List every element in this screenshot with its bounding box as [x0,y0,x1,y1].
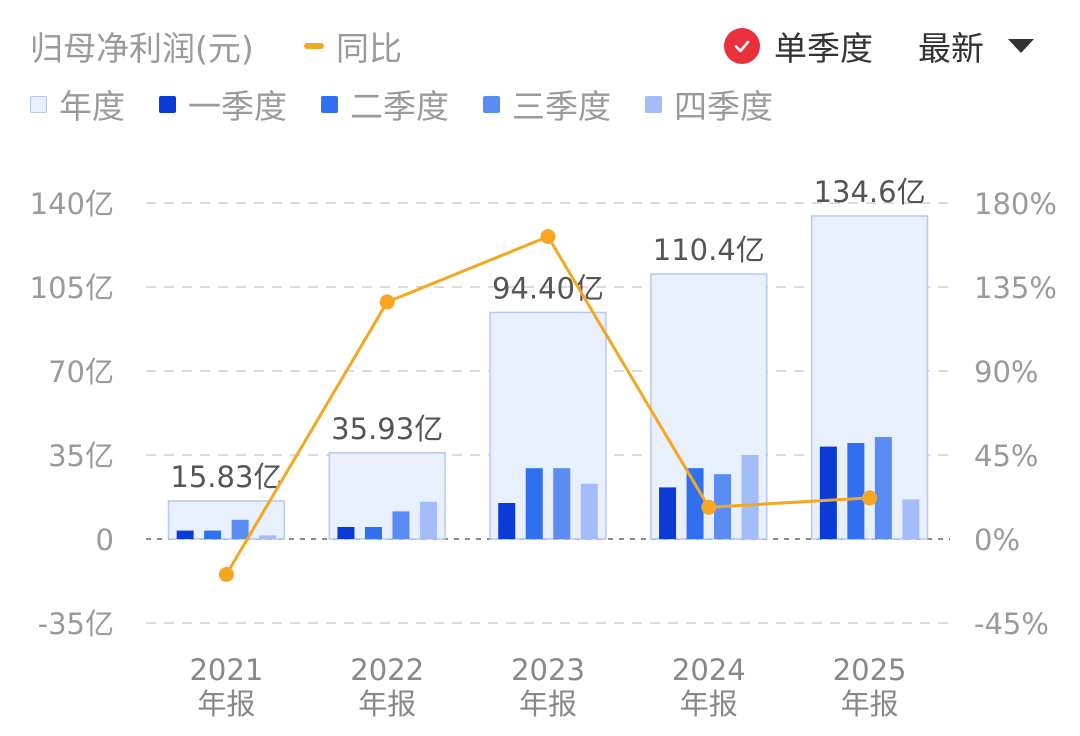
quarter-bar-q4 [419,501,437,539]
y-left-tick-label: 70亿 [48,355,114,389]
yoy-point [701,499,717,515]
quarter-bar-q3 [231,519,249,539]
legend-label-q2: 二季度 [350,87,449,126]
legend-label-q4: 四季度 [674,87,773,126]
legend-swatch-q3 [483,95,500,113]
quarter-bar-q1 [176,530,194,539]
quarter-bar-q3 [392,511,410,539]
x-tick-label: 年报 [680,687,738,721]
yoy-legend: 同比 [304,22,402,70]
y-right-tick-label: -45% [974,607,1049,641]
quarter-bar-q2 [364,527,382,539]
quarter-bar-q1 [659,487,677,539]
legend-swatch-q2 [321,95,338,113]
quarter-bar-q1 [498,503,516,539]
yoy-point [218,566,234,582]
quarter-bar-q4 [741,455,759,539]
quarter-bar-q1 [337,527,355,539]
y-right-tick-label: 135% [974,271,1057,305]
y-left-tick-label: 35亿 [48,439,114,473]
x-tick-label: 2021 [189,653,263,687]
caret-down-icon [1008,39,1034,53]
legend-item-q3[interactable]: 三季度 [483,80,611,128]
quarter-bar-q4 [580,483,598,539]
x-tick-label: 年报 [519,687,577,721]
y-right-tick-label: 45% [974,439,1038,473]
single-quarter-label: 单季度 [774,29,873,68]
y-left-tick-label: 0 [96,523,114,557]
legend-item-q2[interactable]: 二季度 [321,80,449,128]
y-right-tick-label: 90% [974,355,1038,389]
chart-title: 归母净利润(元) [30,29,254,68]
quarter-bar-q2 [525,468,543,539]
legend-label-q1: 一季度 [188,87,287,126]
quarter-bar-q2 [204,530,222,539]
x-tick-label: 年报 [197,687,255,721]
y-left-tick-label: -35亿 [38,607,114,641]
period-dropdown[interactable]: 最新 [918,22,1034,70]
annual-bar-label: 110.4亿 [653,233,765,267]
yoy-legend-marker [304,43,324,49]
yoy-point [540,229,556,245]
annual-bar-label: 15.83亿 [170,460,282,494]
yoy-point [379,294,395,310]
single-quarter-toggle[interactable]: 单季度 [724,22,873,70]
chart-header: 归母净利润(元) 同比 单季度 最新 年度 一季度 二季度 三季度 [0,0,1080,140]
y-right-tick-label: 180% [974,187,1057,221]
annual-bar-label: 35.93亿 [331,412,443,446]
quarter-bar-q1 [819,446,837,539]
y-right-tick-label: 0% [974,523,1020,557]
quarter-bar-q3 [553,468,571,539]
x-tick-label: 2023 [511,653,585,687]
legend-item-q4[interactable]: 四季度 [645,80,773,128]
period-dropdown-label: 最新 [918,29,984,68]
yoy-legend-label: 同比 [336,29,402,68]
quarter-bar-q2 [847,443,865,539]
quarter-bar-q2 [686,468,704,539]
legend-item-q1[interactable]: 一季度 [159,80,287,128]
legend-swatch-q4 [645,95,662,113]
checkmark-icon [724,28,760,64]
x-tick-label: 2025 [833,653,907,687]
legend-swatch-q1 [159,95,176,113]
series-legend: 年度 一季度 二季度 三季度 四季度 [30,80,807,128]
quarter-bar-q4 [902,499,920,539]
legend-label-q3: 三季度 [512,87,611,126]
x-tick-label: 2022 [350,653,424,687]
x-tick-label: 年报 [358,687,416,721]
annual-bar [328,452,446,540]
y-left-tick-label: 105亿 [30,271,114,305]
x-tick-label: 2024 [672,653,746,687]
legend-item-annual[interactable]: 年度 [30,80,125,128]
quarter-bar-q3 [874,437,892,539]
legend-label-annual: 年度 [59,87,125,126]
x-tick-label: 年报 [841,687,899,721]
yoy-point [862,490,878,506]
y-left-tick-label: 140亿 [30,187,114,221]
legend-swatch-annual [30,95,47,113]
annual-bar-label: 134.6亿 [814,175,926,209]
quarter-bar-q4 [259,535,277,539]
